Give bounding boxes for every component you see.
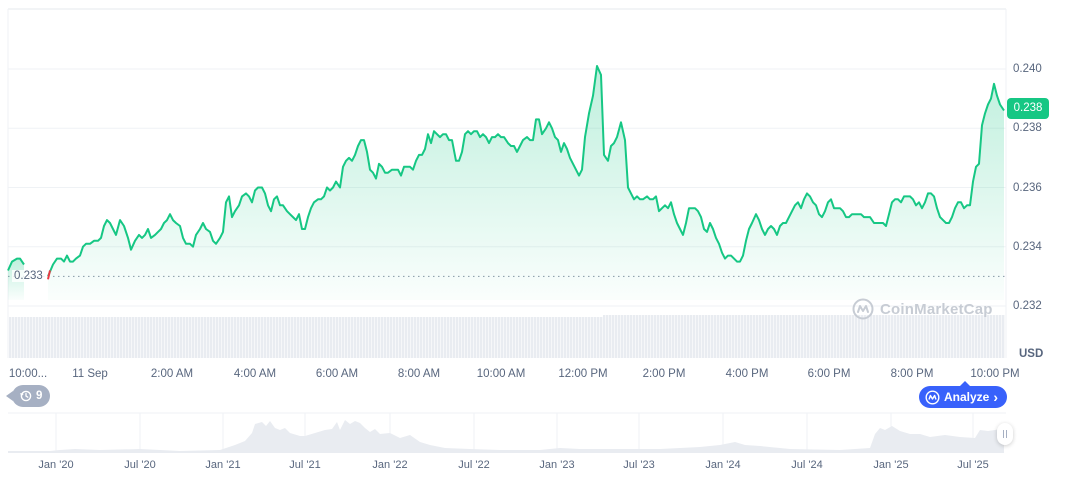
x-tick-label: 4:00 AM: [233, 368, 277, 380]
chevron-right-icon: ›: [993, 389, 999, 405]
x-tick-label: 10:00 PM: [970, 368, 1020, 380]
current-price-tag: 0.238: [1007, 98, 1049, 119]
navigator-tick-label: Jul '24: [791, 459, 823, 471]
navigator-tick-label: Jan '21: [205, 459, 241, 471]
x-tick-label: 12:00 PM: [558, 368, 608, 380]
y-tick-label: 0.232: [1013, 300, 1042, 312]
history-events-badge[interactable]: 9: [5, 385, 51, 407]
watermark-text: CoinMarketCap: [880, 300, 993, 318]
navigator-tick-label: Jan '25: [873, 459, 909, 471]
y-tick-label: 0.236: [1013, 181, 1042, 194]
reference-price-label: 0.233: [12, 270, 45, 282]
navigator-tick-label: Jul '25: [957, 459, 989, 471]
x-tick-label: 10:00 AM: [476, 368, 526, 380]
y-tick-label: 0.238: [1013, 122, 1042, 135]
analyze-label: Analyze: [944, 390, 990, 404]
navigator-range-handle[interactable]: [997, 423, 1013, 445]
analyze-button[interactable]: Analyze ›: [919, 381, 1008, 408]
x-tick-label: 6:00 PM: [807, 368, 851, 380]
x-tick-label: 8:00 PM: [890, 368, 934, 380]
x-tick-label: 6:00 AM: [315, 368, 359, 380]
x-tick-label: 8:00 AM: [397, 368, 441, 380]
coinmarketcap-watermark: CoinMarketCap: [852, 298, 993, 320]
navigator-tick-label: Jan '23: [539, 459, 575, 471]
history-icon: [20, 390, 32, 402]
navigator-tick-label: Jan '24: [705, 459, 741, 471]
history-count: 9: [36, 390, 43, 402]
navigator-tick-label: Jul '23: [623, 459, 655, 471]
x-tick-label: 2:00 AM: [150, 368, 194, 380]
navigator-tick-label: Jan '20: [38, 459, 74, 471]
x-tick-label: 10:00...: [8, 368, 48, 380]
y-tick-label: 0.240: [1013, 63, 1042, 75]
navigator-tick-label: Jan '22: [372, 459, 408, 471]
y-tick-label: 0.234: [1013, 240, 1042, 253]
navigator-tick-label: Jul '20: [124, 459, 156, 471]
navigator-tick-label: Jul '22: [458, 459, 490, 471]
navigator-tick-label: Jul '21: [289, 459, 321, 471]
x-tick-label: 11 Sep: [72, 368, 108, 380]
currency-label: USD: [1019, 348, 1044, 360]
x-tick-label: 4:00 PM: [725, 368, 769, 380]
x-tick-label: 2:00 PM: [642, 368, 686, 380]
coinmarketcap-logo-icon: [852, 298, 874, 320]
coinmarketcap-logo-icon: [925, 389, 940, 405]
